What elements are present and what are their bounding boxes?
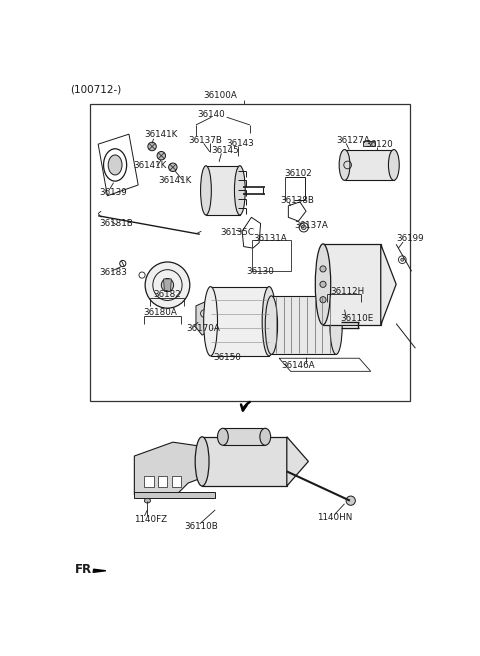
Ellipse shape bbox=[195, 437, 209, 486]
Text: 36130: 36130 bbox=[246, 267, 274, 276]
Text: 36150: 36150 bbox=[213, 353, 240, 362]
Ellipse shape bbox=[260, 428, 271, 445]
Text: 36127A: 36127A bbox=[336, 136, 370, 145]
Bar bbox=[323, 244, 381, 325]
Text: 36100A: 36100A bbox=[204, 91, 238, 100]
Circle shape bbox=[346, 496, 355, 505]
Ellipse shape bbox=[144, 499, 151, 503]
Ellipse shape bbox=[339, 150, 350, 180]
Text: 36141K: 36141K bbox=[133, 161, 167, 170]
Ellipse shape bbox=[201, 166, 211, 215]
Bar bbox=[252, 240, 291, 271]
Text: 36182: 36182 bbox=[154, 290, 181, 299]
Text: 36180A: 36180A bbox=[143, 308, 177, 317]
Text: 36102: 36102 bbox=[285, 169, 312, 178]
Text: 36141K: 36141K bbox=[144, 131, 178, 140]
Text: 36137A: 36137A bbox=[295, 220, 328, 230]
Ellipse shape bbox=[265, 296, 277, 354]
Text: 36110B: 36110B bbox=[184, 522, 218, 531]
Text: 36146A: 36146A bbox=[282, 361, 315, 370]
Bar bbox=[345, 150, 394, 180]
Text: 36120: 36120 bbox=[365, 140, 393, 149]
Text: 1140FZ: 1140FZ bbox=[134, 515, 168, 523]
Ellipse shape bbox=[330, 296, 342, 354]
Polygon shape bbox=[381, 244, 396, 325]
Circle shape bbox=[320, 281, 326, 287]
Ellipse shape bbox=[108, 155, 122, 175]
Text: 36143: 36143 bbox=[227, 139, 254, 148]
Ellipse shape bbox=[161, 279, 174, 292]
Ellipse shape bbox=[145, 262, 190, 308]
Bar bbox=[223, 428, 265, 445]
Bar bbox=[202, 437, 287, 486]
Text: 36145: 36145 bbox=[211, 146, 239, 155]
Polygon shape bbox=[164, 279, 171, 291]
Ellipse shape bbox=[315, 244, 331, 325]
Polygon shape bbox=[134, 442, 215, 495]
Polygon shape bbox=[196, 300, 213, 335]
Ellipse shape bbox=[204, 287, 217, 356]
Text: 36141K: 36141K bbox=[158, 176, 192, 185]
Ellipse shape bbox=[234, 166, 245, 215]
Text: 36131A: 36131A bbox=[254, 234, 288, 243]
Bar bbox=[158, 476, 168, 487]
Circle shape bbox=[320, 266, 326, 272]
Text: 36139: 36139 bbox=[100, 188, 128, 197]
Text: 1140HN: 1140HN bbox=[317, 513, 352, 522]
Text: 36183: 36183 bbox=[100, 268, 128, 277]
Ellipse shape bbox=[168, 163, 177, 171]
Text: 36138B: 36138B bbox=[281, 196, 314, 205]
Bar bbox=[271, 296, 336, 354]
Circle shape bbox=[401, 258, 404, 261]
Polygon shape bbox=[94, 569, 106, 572]
Text: 36199: 36199 bbox=[396, 234, 424, 243]
Bar bbox=[363, 141, 375, 146]
Bar bbox=[144, 476, 154, 487]
Text: (100712-): (100712-) bbox=[71, 85, 122, 94]
Text: 36112H: 36112H bbox=[331, 287, 365, 296]
Bar bbox=[134, 492, 215, 499]
Text: 36137B: 36137B bbox=[188, 136, 222, 145]
Ellipse shape bbox=[148, 142, 156, 151]
Text: FR.: FR. bbox=[75, 564, 97, 577]
Ellipse shape bbox=[217, 428, 228, 445]
Ellipse shape bbox=[388, 150, 399, 180]
Text: 36135C: 36135C bbox=[221, 228, 254, 237]
Text: 36170A: 36170A bbox=[186, 325, 220, 333]
Ellipse shape bbox=[157, 152, 166, 160]
Polygon shape bbox=[287, 437, 308, 486]
Bar bbox=[211, 287, 269, 356]
Bar bbox=[206, 166, 240, 215]
Circle shape bbox=[301, 225, 306, 230]
Text: 36110E: 36110E bbox=[340, 314, 373, 323]
Text: 36181B: 36181B bbox=[100, 219, 133, 228]
Circle shape bbox=[320, 297, 326, 303]
Bar bbox=[90, 104, 410, 401]
Bar bbox=[172, 476, 181, 487]
Ellipse shape bbox=[262, 287, 276, 356]
Text: 36140: 36140 bbox=[197, 110, 225, 119]
